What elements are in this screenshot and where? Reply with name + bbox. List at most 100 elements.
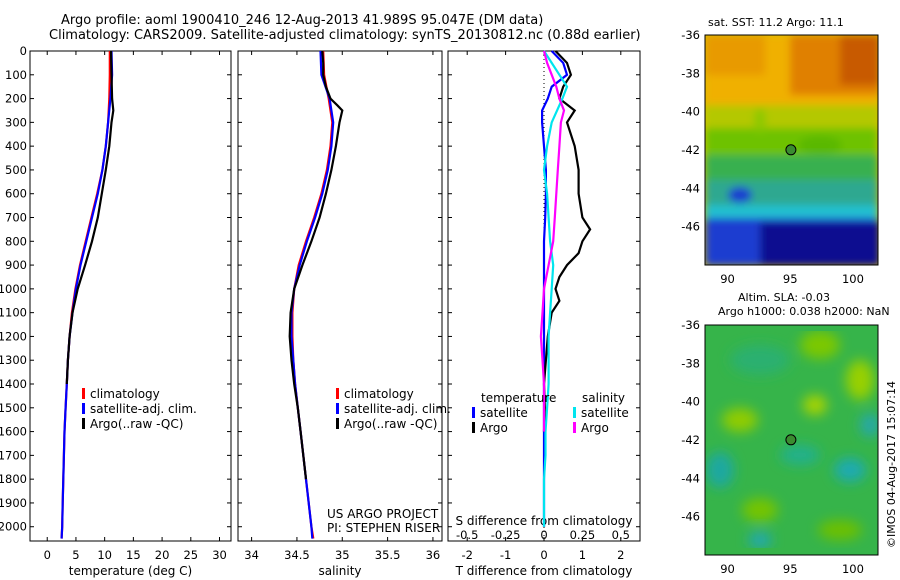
y-tick-label: 900 [5,258,27,272]
y-tick-label: 1500 [0,401,27,415]
y-tick-label: 1700 [0,448,27,462]
y-tick-label: 600 [5,187,27,201]
series-line [65,50,115,385]
x-tick-label: 34.5 [284,548,310,562]
project-label: US ARGO PROJECT [327,507,439,521]
series-line [60,51,111,539]
x-axis-label: temperature (deg C) [69,564,192,578]
imos-stamp: ©IMOS 04-Aug-2017 15:07:14 [885,381,898,548]
y-tick-label: 0 [20,44,27,58]
legend-label: Argo(..raw -QC) [344,417,437,431]
y-tick-label: 800 [5,234,27,248]
map-x-tick-label: 90 [720,562,735,576]
x-tick-label: 1 [579,548,586,562]
x-tick-label-top: -0.25 [491,528,521,542]
legend-swatch [472,422,475,433]
legend-label: climatology [344,387,414,401]
x-tick-label: 35 [335,548,350,562]
y-tick-label: 300 [5,115,27,129]
map-y-tick-label: -46 [681,220,700,234]
y-tick-label: 400 [5,139,27,153]
header-subtitle: Climatology: CARS2009. Satellite-adjuste… [49,28,641,43]
x-axis-label: T difference from climatology [455,564,633,578]
map-x-tick-label: 95 [783,562,798,576]
sla-map [704,324,879,556]
x-tick-label-top: -0.5 [456,528,478,542]
pi-label: PI: STEPHEN RISER [327,521,441,535]
series-line [60,50,114,539]
y-tick-label: 2000 [0,520,27,534]
y-tick-label: 700 [5,211,27,225]
map-y-tick-label: -42 [681,433,700,447]
header-title: Argo profile: aoml 1900410_246 12-Aug-20… [61,13,544,28]
y-tick-label: 1000 [0,282,27,296]
legend-label: satellite-adj. clim. [90,402,197,416]
legend-swatch [82,403,85,414]
legend-label: satellite [480,406,528,420]
y-tick-label: 1600 [0,425,27,439]
map-x-tick-label: 100 [842,562,864,576]
sst-map [704,34,879,266]
x-tick-label-top: 0.5 [612,528,630,542]
x-tick-label: 36 [426,548,441,562]
y-tick-label: 1800 [0,472,27,486]
series-line [288,50,344,480]
legend-label: Argo [581,421,609,435]
legend-label: Argo(..raw -QC) [90,417,183,431]
series-line [542,50,569,527]
x-tick-label: 30 [212,548,227,562]
x-tick-label: 0 [540,548,547,562]
argo-location-marker [785,144,797,156]
legend-swatch [336,418,339,429]
series-line [539,50,566,432]
plot-frame [237,50,443,542]
y-tick-label: 1300 [0,353,27,367]
y-tick-label: 200 [5,92,27,106]
x-tick-label: 35.5 [375,548,401,562]
y-tick-label: 1400 [0,377,27,391]
x-tick-label-top: 0 [540,528,547,542]
legend-swatch [336,403,339,414]
legend-label: satellite [581,406,629,420]
x-tick-label: 0 [44,548,51,562]
x-tick-label: 2 [617,548,624,562]
legend-swatch [82,418,85,429]
map-y-tick-label: -38 [681,66,700,80]
x-tick-label: 34 [244,548,259,562]
y-tick-label: 1100 [0,306,27,320]
argo-location-marker [785,434,797,446]
map-x-tick-label: 95 [783,272,798,286]
legend-label: satellite-adj. clim. [344,402,451,416]
legend-swatch [573,422,576,433]
legend-label: Argo [480,421,508,435]
sla-map-subtitle: Argo h1000: 0.038 h2000: NaN [718,305,890,318]
legend-swatch [472,407,475,418]
map-y-tick-label: -46 [681,510,700,524]
x-tick-label: -1 [500,548,511,562]
x-tick-label-top: 0.25 [570,528,596,542]
map-y-tick-label: -40 [681,105,700,119]
map-x-tick-label: 90 [720,272,735,286]
sla-map-title: Altim. SLA: -0.03 [738,291,831,304]
series-line [290,50,335,539]
map-y-tick-label: -40 [681,395,700,409]
map-y-tick-label: -36 [681,28,700,42]
map-y-tick-label: -36 [681,318,700,332]
x-axis-label: salinity [318,564,361,578]
map-x-tick-label: 100 [842,272,864,286]
y-tick-label: 1900 [0,496,27,510]
series-line [542,50,592,432]
x-tick-label: 15 [126,548,141,562]
map-y-tick-label: -44 [681,471,700,485]
series-line [540,50,569,527]
legend-title: salinity [582,391,625,405]
plot-frame [29,50,232,542]
legend-label: climatology [90,387,160,401]
x-tick-label: 5 [72,548,79,562]
y-tick-label: 100 [5,68,27,82]
legend-swatch [82,388,85,399]
x-tick-label: 10 [97,548,112,562]
map-y-tick-label: -44 [681,181,700,195]
x-tick-label: 20 [155,548,170,562]
